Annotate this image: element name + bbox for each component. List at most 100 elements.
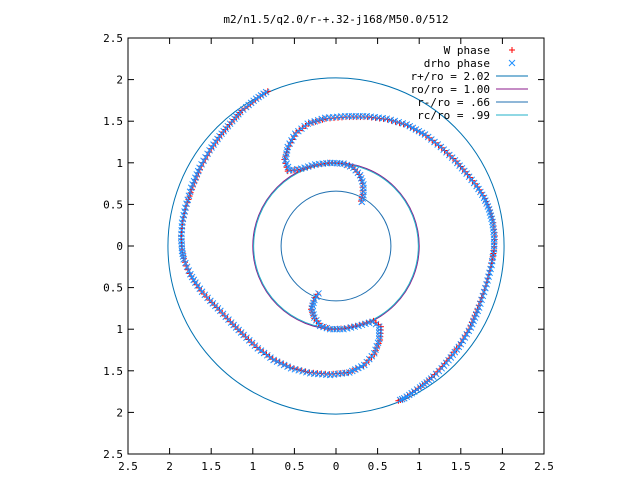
- drho-phase-point: [198, 160, 205, 168]
- y-tick-label: 2: [116, 74, 123, 87]
- drho-phase-point: [284, 163, 292, 171]
- drho-phase-point: [315, 290, 322, 297]
- x-tick-label: 2.5: [118, 460, 138, 473]
- legend-label: drho phase: [424, 57, 490, 70]
- drho-phase-point: [263, 351, 271, 359]
- drho-phase-point: [343, 161, 351, 169]
- drho-phase-point: [403, 121, 411, 128]
- drho-phase-point: [471, 314, 479, 321]
- drho-phase-point: [312, 316, 320, 324]
- x-tick-label: 0: [333, 460, 340, 473]
- drho-phase-point: [202, 153, 209, 161]
- drho-phase-point: [214, 135, 221, 143]
- drho-phase-point: [280, 361, 288, 369]
- drho-phase-point: [196, 285, 204, 293]
- drho-phase-point: [270, 356, 277, 364]
- legend-cross-sample: [508, 59, 516, 67]
- y-tick-label: 2.5: [103, 32, 123, 45]
- x-tick-label: 2.5: [534, 460, 554, 473]
- drho-phase-point: [189, 181, 196, 188]
- drho-phase-point: [283, 160, 290, 167]
- drho-phase-point: [387, 116, 395, 124]
- drho-phase-point: [303, 368, 310, 376]
- radius-circle: [167, 77, 505, 415]
- drho-phase-point: [475, 304, 483, 311]
- reference-circles: [167, 77, 505, 415]
- drho-phase-point: [311, 296, 318, 304]
- plot-frame: [127, 37, 545, 455]
- drho-phase-point: [216, 132, 223, 140]
- drho-phase-point: [470, 317, 477, 325]
- drho-phase-point: [284, 363, 291, 370]
- drho-phase-point: [375, 332, 383, 340]
- drho-phase-point: [254, 344, 262, 352]
- x-tick-label: 1: [416, 460, 423, 473]
- drho-phase-point: [459, 337, 467, 345]
- drho-phase-point: [410, 388, 418, 395]
- drho-phase-point: [457, 340, 465, 348]
- drho-phase-point: [187, 184, 195, 192]
- drho-phase-point: [183, 200, 190, 208]
- y-tick-label: 0.5: [103, 282, 123, 295]
- drho-phase-point: [370, 349, 378, 357]
- drho-phase-point: [415, 127, 423, 135]
- drho-phase-point: [478, 296, 485, 304]
- drho-phase-point: [472, 310, 480, 318]
- drho-phase-point: [291, 130, 299, 138]
- legend-label: rc/ro = .99: [417, 109, 490, 122]
- legend-label: r-/ro = .66: [417, 96, 490, 109]
- phase-points: [177, 88, 498, 404]
- drho-phase-point: [475, 185, 482, 193]
- drho-phase-point: [375, 335, 383, 343]
- drho-phase-point: [277, 359, 284, 367]
- drho-phase-point: [185, 267, 193, 274]
- y-tick-label: 2.5: [103, 448, 123, 461]
- y-tick-label: 1.5: [103, 365, 123, 378]
- legend-label: r+/ro = 2.02: [411, 70, 490, 83]
- drho-phase-point: [316, 322, 324, 330]
- drho-phase-point: [485, 273, 492, 280]
- drho-phase-point: [484, 277, 491, 284]
- drho-phase-point: [375, 329, 383, 337]
- drho-phase-point: [399, 120, 407, 127]
- drho-phase-point: [314, 319, 322, 327]
- y-tick-label: 1: [116, 323, 123, 336]
- drho-phase-point: [194, 282, 201, 290]
- y-tick-label: 0: [116, 240, 123, 253]
- drho-phase-point: [487, 265, 494, 273]
- y-tick-label: 2: [116, 406, 123, 419]
- drho-phase-point: [299, 367, 306, 375]
- drho-phase-point: [212, 138, 219, 146]
- radius-circle: [253, 163, 419, 329]
- drho-phase-point: [194, 167, 202, 175]
- drho-phase-point: [421, 131, 429, 138]
- drho-phase-point: [182, 259, 189, 267]
- drho-phase-point: [190, 177, 198, 185]
- drho-phase-point: [480, 288, 488, 296]
- legend-label: ro/ro = 1.00: [411, 83, 490, 96]
- drho-phase-point: [287, 364, 295, 372]
- y-tick-label: 1.5: [103, 115, 123, 128]
- drho-phase-point: [313, 293, 320, 301]
- drho-phase-point: [483, 280, 490, 288]
- x-tick-label: 1.5: [201, 460, 221, 473]
- drho-phase-point: [406, 122, 414, 130]
- drho-phase-point: [481, 284, 489, 292]
- drho-phase-point: [409, 124, 417, 132]
- drho-phase-point: [257, 347, 265, 355]
- drho-phase-point: [288, 136, 295, 144]
- x-tick-label: 1: [249, 460, 256, 473]
- drho-phase-point: [375, 326, 383, 334]
- x-tick-label: 1.5: [451, 460, 471, 473]
- drho-phase-point: [468, 320, 476, 328]
- drho-phase-point: [196, 164, 203, 172]
- drho-phase-point: [183, 263, 191, 271]
- x-tick-label: 0.5: [284, 460, 304, 473]
- drho-phase-point: [476, 188, 484, 196]
- drho-phase-point: [186, 188, 194, 196]
- drho-phase-point: [372, 320, 380, 328]
- drho-phase-point: [465, 327, 473, 335]
- drho-phase-point: [418, 129, 426, 137]
